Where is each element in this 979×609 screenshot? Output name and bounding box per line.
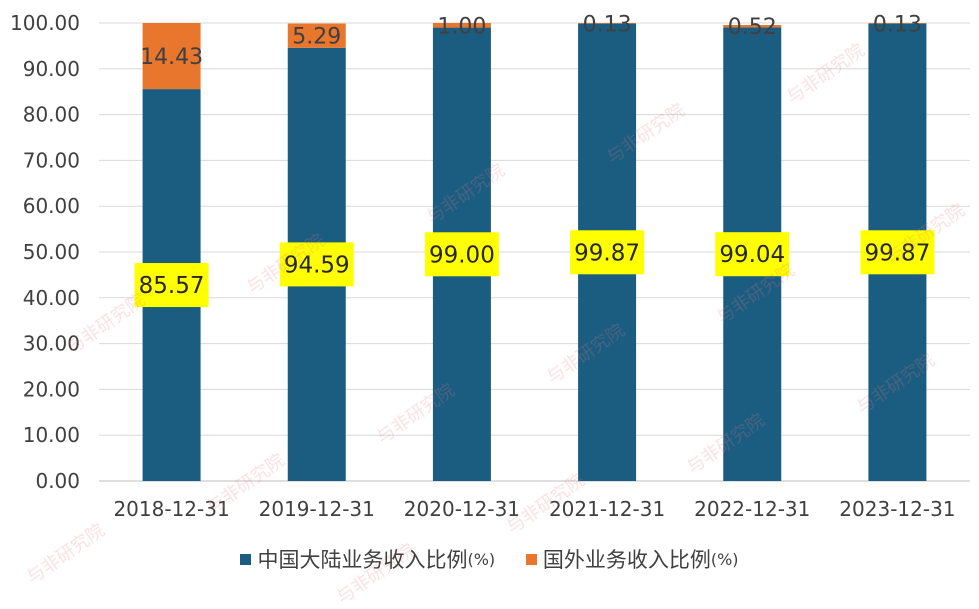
- data-label-overseas: 0.52: [728, 15, 777, 40]
- x-tick-label: 2018-12-31: [113, 497, 229, 521]
- data-label-box: [715, 232, 790, 277]
- legend-swatch-overseas: [525, 553, 537, 565]
- data-label-mainland: 85.57: [139, 273, 205, 299]
- x-tick-label: 2022-12-31: [694, 497, 810, 521]
- legend-swatch-mainland: [240, 553, 252, 565]
- data-label-box: [134, 263, 209, 308]
- bar-overseas: [723, 25, 782, 28]
- y-tick-label: 20.00: [23, 377, 80, 401]
- y-tick-label: 0.00: [35, 469, 80, 493]
- legend-label-mainland: 中国大陆业务收入比例: [257, 548, 468, 572]
- data-label-overseas: 1.00: [437, 14, 486, 39]
- x-axis-ticks: 2018-12-31 2019-12-31 2020-12-31 2021-12-31…: [113, 497, 955, 521]
- y-tick-label: 50.00: [23, 240, 80, 264]
- x-tick-label: 2021-12-31: [549, 497, 665, 521]
- y-tick-label: 40.00: [23, 286, 80, 310]
- y-tick-label: 10.00: [23, 423, 80, 447]
- data-label-box: [570, 230, 645, 275]
- x-tick-label: 2020-12-31: [404, 497, 520, 521]
- y-tick-label: 90.00: [23, 57, 80, 81]
- data-label-mainland: 99.00: [429, 242, 495, 268]
- data-label-box: [279, 242, 354, 287]
- y-tick-label: 70.00: [23, 148, 80, 172]
- legend-item-mainland: 中国大陆业务收入比例 (%): [240, 544, 495, 574]
- data-label-mainland: 99.87: [864, 240, 930, 266]
- data-label-overseas: 14.43: [140, 45, 203, 70]
- bar-overseas: [868, 23, 927, 24]
- data-label-mainland: 94.59: [284, 252, 350, 278]
- y-axis-ticks: 0.00 10.00 20.00 30.00 40.00 50.00 60.00 70.00 8…: [10, 11, 80, 493]
- legend-item-overseas: 国外业务收入比例 (%): [525, 544, 739, 574]
- stacked-bar-chart: 0.00 10.00 20.00 30.00 40.00 50.00 60.00 70.00 8…: [10, 11, 970, 521]
- bar-overseas: [287, 23, 346, 48]
- data-label-overseas: 5.29: [292, 25, 341, 50]
- legend: 中国大陆业务收入比例 (%) 国外业务收入比例 (%): [0, 544, 979, 574]
- data-label-overseas: 0.13: [873, 12, 922, 37]
- bar-overseas: [578, 23, 637, 24]
- x-tick-label: 2019-12-31: [259, 497, 375, 521]
- data-label-mainland: 99.04: [719, 242, 785, 268]
- y-tick-label: 100.00: [10, 11, 80, 35]
- grid-lines: [99, 22, 970, 482]
- data-label-box: [424, 232, 499, 277]
- data-label-overseas: 0.13: [583, 12, 632, 37]
- y-tick-label: 30.00: [23, 332, 80, 356]
- data-labels: 85.57 14.43 94.59 5.29 99.00 1.00 99.87 0.13 99.…: [134, 12, 935, 308]
- legend-label-overseas: 国外业务收入比例: [542, 548, 711, 572]
- y-tick-label: 80.00: [23, 103, 80, 127]
- y-tick-label: 60.00: [23, 194, 80, 218]
- x-tick-label: 2023-12-31: [839, 497, 955, 521]
- legend-unit-mainland: (%): [467, 549, 496, 569]
- bar-overseas: [142, 23, 201, 90]
- bar-overseas: [432, 23, 491, 28]
- legend-unit-overseas: (%): [710, 549, 739, 569]
- data-label-mainland: 99.87: [574, 240, 640, 266]
- data-label-box: [860, 230, 935, 275]
